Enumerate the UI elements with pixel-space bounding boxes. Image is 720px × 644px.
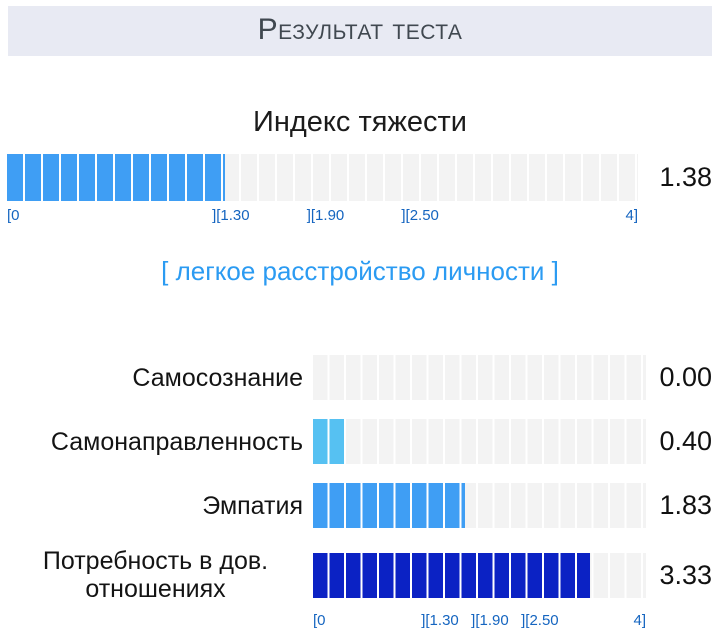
scale-end-spacer	[646, 608, 712, 632]
severity-verdict: [ легкое расстройство личности ]	[161, 256, 559, 286]
subscale-value: 1.83	[659, 490, 712, 520]
scale-label-3: ][2.50	[521, 612, 559, 629]
subscale-bar-fill	[313, 419, 347, 464]
scale-label-1: ][1.30	[212, 207, 250, 224]
subscale-label: Самонаправленность	[8, 428, 313, 456]
subscale-bar-segments	[313, 419, 646, 464]
subscale-bar-fill	[313, 483, 466, 528]
scale-label-max: 4]	[633, 612, 646, 629]
subscale-row-self-directedness: Самонаправленность 0.40	[0, 419, 720, 464]
severity-index-bar	[7, 154, 638, 201]
severity-scale: [0 ][1.30 ][1.90 ][2.50 4]	[7, 204, 638, 228]
scale-label-1: ][1.30	[421, 612, 459, 629]
scale-label-2: ][1.90	[306, 207, 345, 224]
subscale-bar	[313, 483, 646, 528]
subscale-value: 0.40	[659, 426, 712, 456]
severity-index-value: 1.38	[659, 162, 712, 192]
test-result-page: Результат теста Индекс тяжести 1.38 [0 ]…	[0, 6, 720, 632]
subscale-row-self-awareness: Самосознание 0.00	[0, 355, 720, 400]
subscale-bar	[313, 552, 646, 598]
subscale-value: 3.33	[659, 559, 712, 590]
subscale-label-text: Самосознание	[132, 363, 303, 392]
subscale-row-need-for-relationships: Потребность в дов. отношениях 3.33	[0, 547, 720, 603]
subscale-label-text: Самонаправленность	[50, 427, 303, 456]
subscales-section: Самосознание 0.00 Самонаправленность 0.4…	[0, 355, 720, 632]
page-header: Результат теста	[8, 6, 712, 56]
scale-label-3: ][2.50	[401, 207, 439, 224]
page-title: Результат теста	[257, 13, 463, 46]
subscale-label: Потребность в дов. отношениях	[8, 547, 313, 603]
scale-label-max: 4]	[625, 207, 638, 224]
subscale-row-empathy: Эмпатия 1.83	[0, 483, 720, 528]
subscale-label-text: Эмпатия	[202, 491, 303, 520]
severity-index-bar-row: 1.38	[7, 154, 712, 201]
subscales-scale-row: [0 ][1.30 ][1.90 ][2.50 4]	[0, 608, 720, 632]
severity-index-bar-fill	[7, 154, 225, 201]
subscales-scale: [0 ][1.30 ][1.90 ][2.50 4]	[313, 608, 646, 632]
scale-spacer	[8, 608, 313, 632]
subscale-bar-segments	[313, 355, 646, 400]
subscale-label-text: Потребность в дов. отношениях	[42, 547, 269, 603]
subscale-value: 0.00	[659, 362, 712, 392]
subscale-bar	[313, 419, 646, 464]
subscale-label: Самосознание	[8, 364, 313, 392]
subscale-label: Эмпатия	[8, 492, 313, 520]
severity-index-section: Индекс тяжести 1.38 [0 ][1.30 ][1.90 ][2…	[0, 106, 720, 287]
severity-index-title: Индекс тяжести	[253, 106, 467, 138]
subscale-bar	[313, 355, 646, 400]
scale-label-min: [0	[7, 207, 20, 224]
scale-label-min: [0	[313, 612, 326, 629]
scale-label-2: ][1.90	[471, 612, 509, 629]
subscale-bar-fill	[313, 552, 591, 598]
